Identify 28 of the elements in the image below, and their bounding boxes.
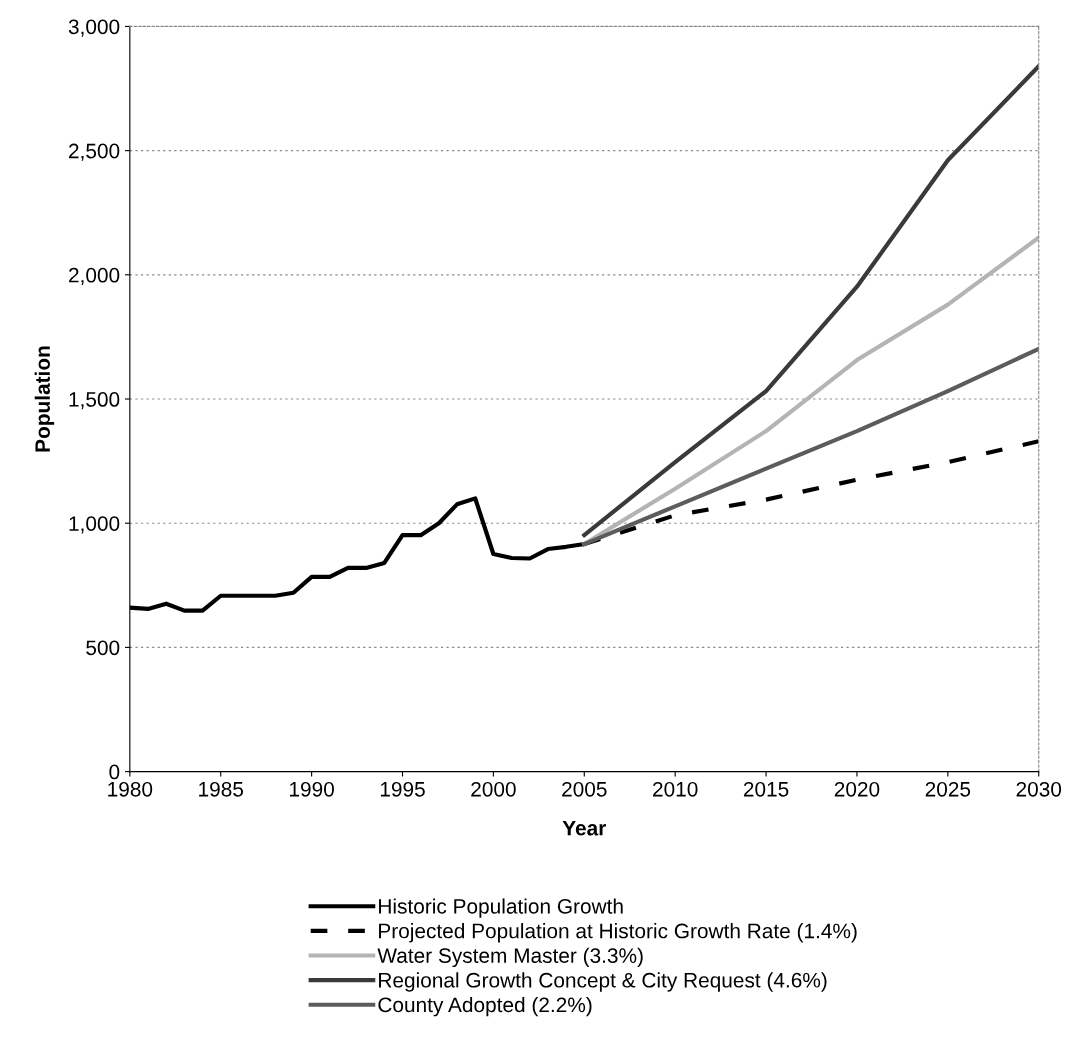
x-tick-label: 1980 bbox=[108, 781, 153, 797]
x-tick-label: 1985 bbox=[199, 781, 244, 797]
legend-label: Historic Population Growth bbox=[379, 898, 623, 918]
x-tick-label: 2030 bbox=[1016, 781, 1062, 797]
y-tick-label: 1,000 bbox=[69, 516, 120, 534]
legend-label: Regional Growth Concept & City Request (4.6%) bbox=[379, 972, 827, 992]
legend-label: Projected Population at Historic Growth Rate (1.4%) bbox=[379, 923, 857, 943]
y-tick-label: 0 bbox=[109, 764, 120, 780]
x-tick-label: 2025 bbox=[925, 781, 971, 797]
line-series bbox=[582, 64, 1039, 538]
y-tick-label: 2,500 bbox=[69, 143, 120, 161]
x-axis-title: Year bbox=[562, 820, 606, 836]
legend-label: Water System Master (3.3%) bbox=[377, 947, 643, 968]
y-tick-label: 2,000 bbox=[69, 267, 120, 286]
y-axis-title: Population bbox=[34, 346, 55, 452]
x-tick-label: 2005 bbox=[562, 781, 607, 797]
x-tick-label: 2020 bbox=[834, 781, 880, 797]
legend-label: County Adopted (2.2%) bbox=[378, 996, 592, 1017]
y-tick-label: 3,000 bbox=[68, 19, 120, 37]
x-tick-label: 2000 bbox=[471, 781, 516, 797]
x-tick-label: 2015 bbox=[743, 781, 789, 797]
x-tick-label: 2010 bbox=[653, 781, 698, 797]
x-tick-label: 1990 bbox=[290, 781, 334, 797]
x-tick-label: 1995 bbox=[380, 781, 425, 797]
y-tick-label: 500 bbox=[86, 640, 120, 656]
line-series bbox=[582, 235, 1039, 547]
line-series bbox=[582, 346, 1039, 547]
y-tick-label: 1,500 bbox=[69, 392, 120, 410]
